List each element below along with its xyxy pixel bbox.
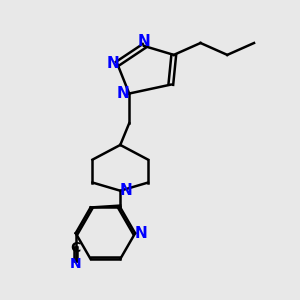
- Text: C: C: [70, 241, 81, 255]
- Text: N: N: [70, 257, 82, 272]
- Text: N: N: [106, 56, 119, 71]
- Text: N: N: [138, 34, 150, 49]
- Text: N: N: [117, 86, 130, 101]
- Text: N: N: [135, 226, 148, 241]
- Text: N: N: [119, 183, 132, 198]
